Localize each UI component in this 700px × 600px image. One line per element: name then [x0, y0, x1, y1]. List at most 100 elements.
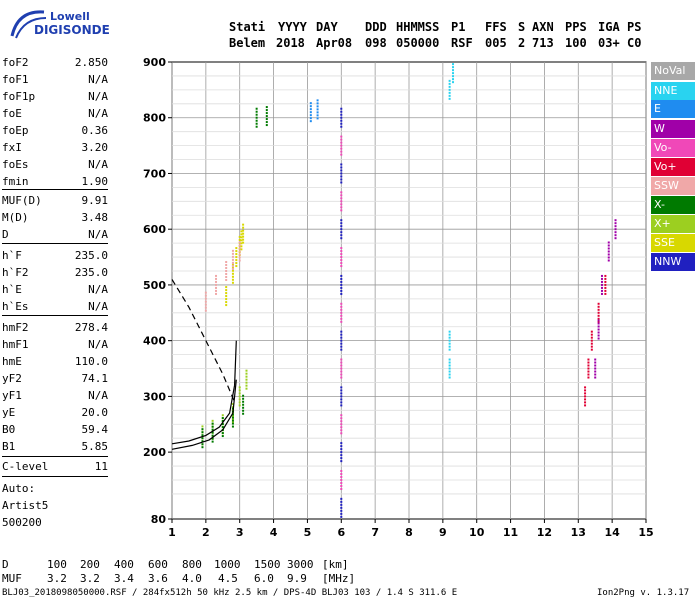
y-tick-label: 500 — [143, 279, 166, 292]
hdr-label: PS — [627, 20, 642, 34]
x-tick-label: 14 — [604, 526, 620, 539]
echo-point — [340, 308, 343, 311]
echo-point — [584, 386, 587, 389]
echo-point — [590, 348, 593, 351]
echo-point — [584, 392, 587, 395]
echo-point — [597, 334, 600, 337]
echo-point — [340, 420, 343, 423]
legend-item: X- — [651, 196, 695, 214]
echo-point — [340, 302, 343, 305]
echo-point — [221, 420, 224, 423]
echo-point — [225, 275, 228, 278]
param-value: N/A — [88, 300, 108, 313]
hdr-value: C0 — [627, 36, 642, 50]
y-tick-label: 600 — [143, 223, 166, 236]
echo-point — [265, 121, 268, 124]
echo-point — [211, 422, 214, 425]
echo-point — [448, 330, 451, 333]
echo-point — [225, 263, 228, 266]
echo-point — [600, 286, 603, 289]
echo-point — [597, 311, 600, 314]
echo-point — [594, 361, 597, 364]
extrapolated-profile — [171, 279, 236, 403]
param-name: hmF2 — [2, 321, 29, 334]
echo-point — [340, 181, 343, 184]
echo-point — [245, 372, 248, 375]
echo-point — [231, 278, 234, 281]
footer-muf-value: 3.2 — [47, 572, 67, 585]
hdr-value: 100 — [565, 36, 587, 50]
logo-swoosh-icon — [10, 10, 47, 39]
echo-point — [340, 417, 343, 420]
echo-point — [201, 428, 204, 431]
param-value: N/A — [88, 158, 108, 171]
echo-point — [340, 286, 343, 289]
echo-point — [340, 194, 343, 197]
echo-point — [604, 289, 607, 292]
echo-point — [240, 236, 243, 239]
echo-point — [225, 272, 228, 275]
echo-point — [340, 228, 343, 231]
param-value: 3.48 — [81, 211, 109, 224]
echo-point — [204, 303, 207, 306]
param-separator — [2, 243, 108, 244]
param-name: yE — [2, 406, 16, 419]
echo-point — [245, 384, 248, 387]
x-tick-label: 15 — [638, 526, 653, 539]
legend-label: E — [654, 102, 661, 115]
echo-point — [340, 253, 343, 256]
echo-point — [340, 364, 343, 367]
echo-point — [340, 478, 343, 481]
param-row: M(D) 3.48 — [2, 211, 108, 225]
param-row: yF1 N/A — [2, 389, 108, 403]
echo-point — [204, 294, 207, 297]
x-tick-label: 8 — [405, 526, 413, 539]
param-row: hmE 110.0 — [2, 355, 108, 369]
echo-point — [238, 250, 241, 253]
echo-point — [238, 404, 241, 407]
x-tick-label: 11 — [503, 526, 518, 539]
param-name: fxI — [2, 141, 22, 154]
echo-point — [235, 259, 238, 262]
echo-point — [340, 169, 343, 172]
param-row: h`Es N/A — [2, 300, 108, 314]
echo-point — [597, 305, 600, 308]
echo-point — [587, 364, 590, 367]
echo-point — [340, 445, 343, 448]
legend-label: NNE — [654, 84, 678, 97]
echo-point — [231, 421, 234, 424]
param-name: foEp — [2, 124, 29, 137]
echo-point — [340, 348, 343, 351]
echo-point — [340, 289, 343, 292]
echo-point — [340, 423, 343, 426]
echo-point — [448, 339, 451, 342]
echo-point — [340, 153, 343, 156]
echo-point — [215, 286, 218, 289]
echo-point — [211, 431, 214, 434]
echo-point — [452, 75, 455, 78]
echo-point — [340, 274, 343, 277]
echo-point — [604, 292, 607, 295]
echo-point — [240, 239, 243, 242]
echo-point — [235, 265, 238, 268]
echo-point — [255, 125, 258, 128]
hdr-label: S — [518, 20, 526, 34]
hdr-label: AXN — [532, 20, 554, 34]
echo-point — [452, 69, 455, 72]
hdr-label: IGA — [598, 20, 620, 34]
x-tick-label: 7 — [371, 526, 379, 539]
echo-point — [240, 242, 243, 245]
echo-point — [215, 280, 218, 283]
echo-point — [242, 235, 245, 238]
echo-point — [604, 283, 607, 286]
echo-point — [340, 144, 343, 147]
model-profile — [171, 379, 237, 450]
echo-point — [238, 235, 241, 238]
echo-point — [594, 367, 597, 370]
echo-point — [590, 342, 593, 345]
echo-point — [452, 81, 455, 84]
echo-point — [607, 241, 610, 244]
echo-point — [340, 373, 343, 376]
echo-point — [340, 345, 343, 348]
y-tick-label: 300 — [143, 390, 166, 403]
